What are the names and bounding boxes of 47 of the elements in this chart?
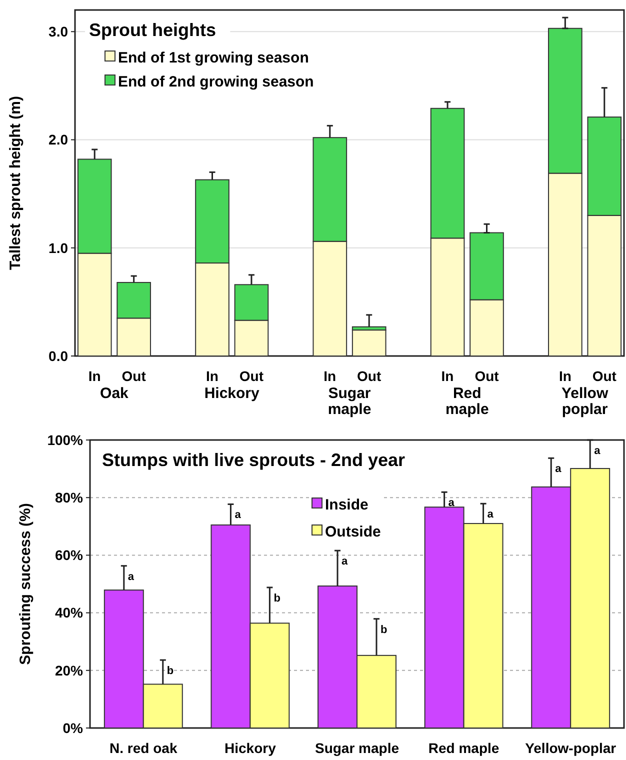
x-tick-label: Hickory [224, 740, 276, 756]
y-tick-label: 3.0 [48, 24, 68, 40]
y-tick-label: 100% [47, 432, 84, 448]
y-tick-label: 0.0 [48, 348, 68, 364]
y-tick-label: 80% [54, 490, 84, 506]
y-tick-label: 20% [54, 662, 84, 678]
legend-label: End of 2nd growing season [118, 73, 314, 90]
annotation: a [234, 509, 242, 522]
annotation: b [274, 592, 281, 604]
y-tick-label: 1.0 [48, 240, 68, 256]
annotation: a [448, 497, 456, 510]
y-tick-label: 60% [54, 547, 84, 564]
annotation: a [487, 508, 494, 521]
y-tick-label: 40% [54, 604, 84, 621]
legend-label: Outside [325, 523, 381, 540]
x-tick-label: Sugar maple [314, 740, 400, 756]
x-tick-label: In [324, 368, 336, 384]
annotation: a [342, 556, 349, 568]
annotation: b [380, 624, 388, 636]
x-tick-label: Out [239, 368, 264, 384]
x-tick-label: In [558, 368, 572, 384]
text: Oak [100, 385, 130, 402]
text: Sprout heights [89, 20, 216, 40]
y-tick-label: 0% [62, 720, 84, 736]
x-tick-label: Out [474, 368, 500, 384]
annotation: a [128, 570, 135, 583]
x-tick-label: N. red oak [110, 740, 178, 756]
annotation: a [555, 463, 562, 476]
annotation: b [166, 665, 174, 678]
text: Stumps with live sprouts - 2nd year [102, 450, 406, 470]
text: Yellow poplar [561, 385, 608, 418]
y-axis-title: Sprouting success (%) [17, 503, 34, 665]
x-tick-label: Red maple [428, 740, 500, 756]
legend-label: End of 1st growing season [118, 49, 309, 66]
x-tick-label: Yellow-poplar [525, 740, 617, 756]
x-tick-label: Out [357, 368, 382, 384]
bar [352, 330, 386, 356]
x-tick-label: Out [592, 368, 617, 384]
legend-label: Inside [325, 496, 368, 514]
y-tick-label: 2.0 [48, 132, 68, 148]
annotation: a [594, 445, 602, 457]
y-axis-title: Tallest sprout height (m) [7, 96, 24, 270]
x-tick-label: In [441, 368, 454, 384]
text: Hickory [204, 385, 260, 402]
x-tick-label: Out [122, 368, 146, 384]
x-tick-label: In [206, 368, 218, 384]
x-tick-label: In [88, 368, 101, 384]
